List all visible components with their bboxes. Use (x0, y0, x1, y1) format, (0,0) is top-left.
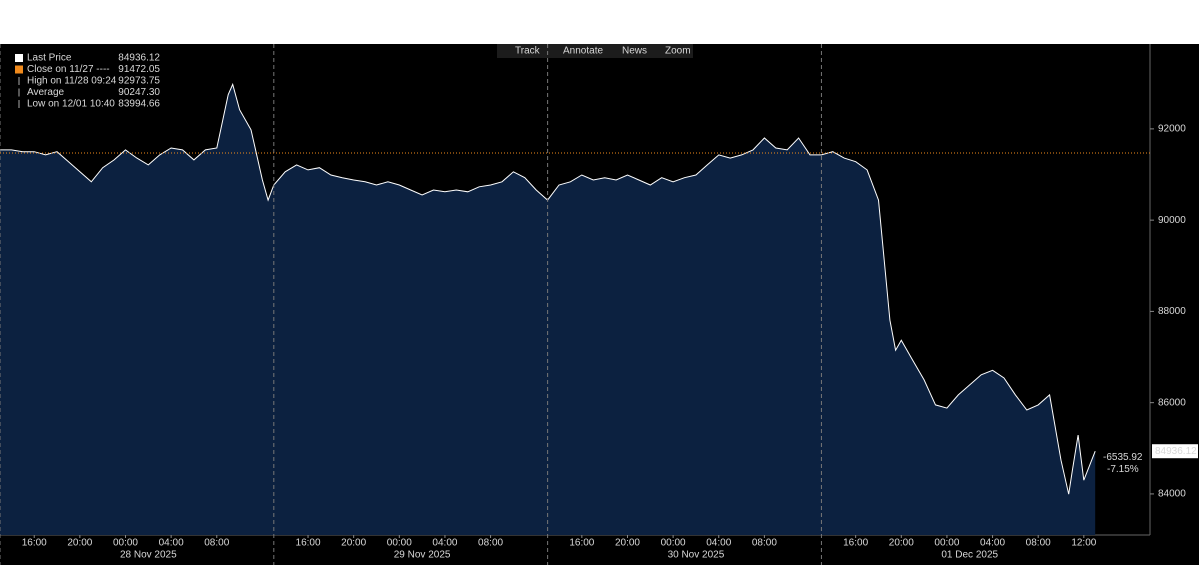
change-pct-label: -7.15% (1107, 464, 1139, 475)
legend-label: Average (27, 87, 65, 98)
x-tick-label: 08:00 (1026, 538, 1051, 549)
x-tick-label: 00:00 (661, 538, 686, 549)
last-price-label: 84936.12 (1155, 446, 1197, 457)
legend-value: 91472.05 (118, 64, 160, 75)
x-tick-label: 20:00 (889, 538, 914, 549)
y-tick-label: 90000 (1158, 215, 1186, 226)
date-label: 28 Nov 2025 (120, 550, 177, 561)
x-tick-label: 04:00 (706, 538, 731, 549)
toolbar-button[interactable]: Annotate (563, 46, 603, 57)
y-tick-label: 86000 (1158, 397, 1186, 408)
date-label: 01 Dec 2025 (941, 550, 998, 561)
x-tick-label: 16:00 (22, 538, 47, 549)
x-tick-label: 08:00 (478, 538, 503, 549)
change-label: -6535.92 (1103, 452, 1143, 463)
x-tick-label: 20:00 (341, 538, 366, 549)
x-tick-label: 00:00 (113, 538, 138, 549)
x-tick-label: 16:00 (296, 538, 321, 549)
legend-label: Low on 12/01 10:40 (27, 99, 115, 110)
x-tick-label: 04:00 (980, 538, 1005, 549)
toolbar-button[interactable]: News (622, 46, 647, 57)
legend-value: 92973.75 (118, 76, 160, 87)
legend-value: 90247.30 (118, 87, 160, 98)
x-tick-label: 00:00 (387, 538, 412, 549)
legend-value: 84936.12 (118, 53, 160, 64)
x-tick-label: 12:00 (1071, 538, 1096, 549)
date-label: 29 Nov 2025 (394, 550, 451, 561)
x-tick-label: 16:00 (843, 538, 868, 549)
x-tick-label: 04:00 (432, 538, 457, 549)
last-price-box (1152, 444, 1198, 459)
price-line (0, 82, 1096, 495)
toolbar-button[interactable]: Zoom (665, 46, 691, 57)
legend-icon (15, 54, 23, 62)
y-tick-label: 88000 (1158, 306, 1186, 317)
legend-background (2, 50, 162, 112)
y-tick-label: 84000 (1158, 489, 1186, 500)
x-tick-label: 00:00 (934, 538, 959, 549)
x-tick-label: 08:00 (204, 538, 229, 549)
x-tick-label: 20:00 (67, 538, 92, 549)
legend-label: High on 11/28 09:24 (27, 76, 117, 87)
toolbar-button[interactable]: Track (515, 46, 541, 57)
x-tick-label: 08:00 (752, 538, 777, 549)
x-tick-label: 20:00 (615, 538, 640, 549)
x-tick-label: 04:00 (159, 538, 184, 549)
date-label: 30 Nov 2025 (668, 550, 725, 561)
x-tick-label: 16:00 (569, 538, 594, 549)
legend-icon (15, 65, 23, 74)
legend-label: Last Price (27, 53, 72, 64)
toolbar (497, 44, 693, 58)
legend-value: 83994.66 (118, 99, 160, 110)
legend-label: Close on 11/27 ---- (27, 64, 110, 75)
y-tick-label: 92000 (1158, 124, 1186, 135)
